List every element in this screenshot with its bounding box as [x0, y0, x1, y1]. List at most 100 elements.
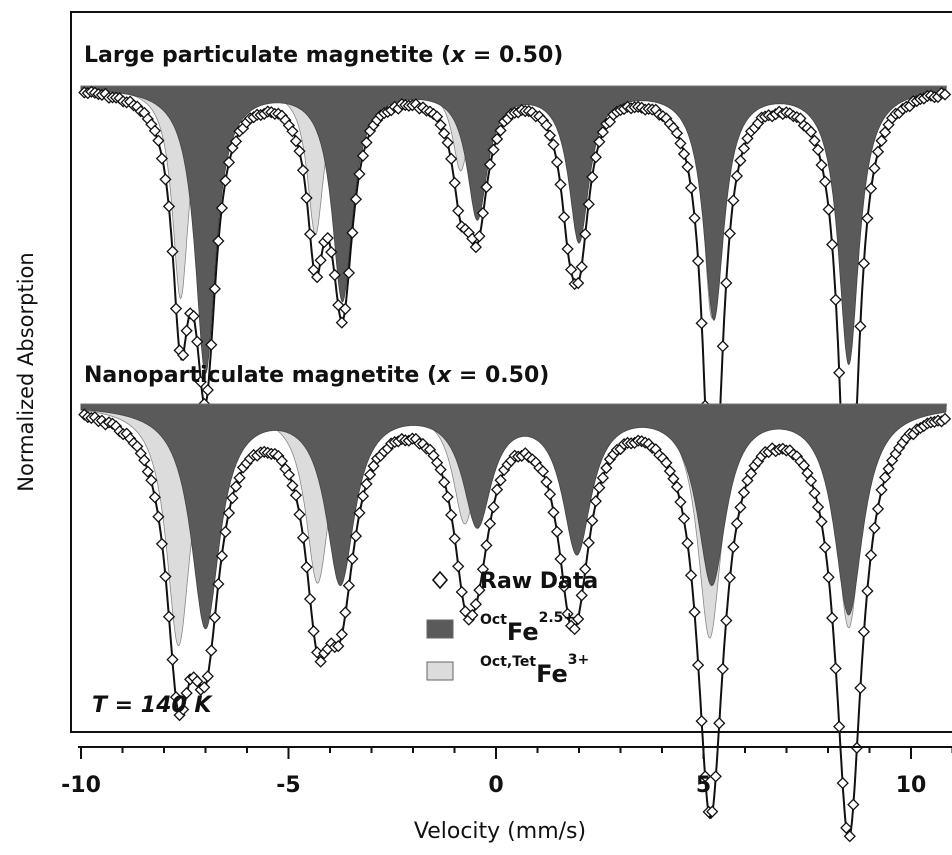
raw-data-point	[744, 467, 758, 480]
raw-data-point	[596, 126, 609, 139]
raw-data-point	[311, 270, 324, 284]
raw-data-point	[808, 487, 821, 500]
raw-data-point	[187, 310, 200, 323]
raw-data-point	[176, 703, 190, 716]
raw-data-point	[667, 472, 680, 485]
oct-fe25-component	[80, 85, 947, 375]
raw-data-point	[716, 340, 729, 353]
raw-data-point	[191, 335, 204, 348]
raw-data-point	[293, 145, 306, 158]
raw-data-point	[169, 691, 183, 704]
raw-data-point	[575, 589, 588, 602]
x-tick-label: 10	[896, 773, 927, 798]
raw-data-point	[720, 614, 733, 627]
raw-data-point	[826, 611, 839, 625]
raw-data-point	[335, 316, 348, 329]
raw-data-point	[229, 135, 243, 148]
raw-data-point	[586, 170, 599, 184]
raw-data-point	[198, 681, 211, 694]
raw-data-point	[706, 805, 719, 818]
raw-data-point	[483, 517, 497, 530]
raw-data-point	[275, 454, 288, 468]
raw-data-point	[208, 611, 221, 624]
raw-data-point	[455, 585, 468, 599]
raw-data-point	[452, 204, 465, 217]
raw-data-point	[871, 502, 885, 516]
raw-data-point	[561, 242, 574, 256]
raw-data-point	[857, 625, 871, 638]
raw-data-point	[677, 512, 691, 525]
raw-data-point	[480, 180, 493, 194]
raw-data-point	[572, 277, 585, 290]
raw-data-point	[159, 570, 172, 583]
raw-data-point	[713, 717, 726, 730]
raw-data-point	[836, 776, 849, 790]
panel-title-prefix: Nanoparticulate magnetite (	[84, 363, 437, 388]
raw-data-point	[356, 149, 370, 162]
raw-data-point	[543, 488, 557, 501]
raw-data-point	[430, 110, 444, 123]
raw-data-point	[833, 720, 846, 733]
raw-data-point	[282, 468, 296, 481]
raw-data-point	[222, 506, 236, 520]
raw-data-point	[871, 145, 885, 158]
spectrum-panel-1: Large particulate magnetite (x = 0.50)	[78, 43, 952, 577]
raw-data-point	[141, 465, 154, 478]
raw-data-point	[854, 320, 867, 333]
raw-data-point	[737, 486, 751, 499]
raw-data-point	[148, 124, 161, 137]
raw-data-point	[695, 317, 708, 330]
raw-data-point	[688, 211, 701, 225]
raw-data-point	[300, 191, 313, 205]
raw-data-point	[882, 462, 895, 475]
raw-data-point	[833, 366, 846, 379]
raw-data-point	[864, 549, 878, 562]
raw-data-point	[677, 147, 691, 161]
raw-data-point	[296, 164, 310, 177]
panel-title-suffix: = 0.50)	[451, 363, 549, 388]
raw-data-point	[579, 563, 592, 576]
raw-data-point	[550, 525, 564, 538]
legend-main: Fe	[536, 660, 568, 688]
raw-data-point	[670, 127, 684, 140]
raw-data-point	[438, 127, 451, 140]
raw-data-point	[575, 260, 588, 273]
raw-data-point	[215, 201, 229, 215]
raw-data-point	[829, 293, 842, 306]
raw-data-point	[166, 653, 179, 666]
raw-data-point	[180, 686, 193, 700]
raw-data-point	[349, 193, 363, 206]
raw-data-point	[342, 266, 356, 280]
raw-data-point	[734, 154, 747, 167]
raw-data-point	[212, 577, 225, 591]
raw-data-point	[804, 125, 818, 138]
raw-data-point	[878, 471, 892, 484]
raw-data-point	[723, 571, 736, 584]
raw-data-point	[311, 646, 324, 659]
raw-data-point	[469, 598, 482, 611]
raw-data-point	[494, 124, 507, 137]
raw-data-point	[205, 338, 218, 351]
raw-data-point	[219, 174, 232, 187]
raw-data-points	[78, 85, 952, 574]
raw-data-point	[208, 282, 221, 295]
x-tick-label: -5	[276, 773, 300, 798]
raw-data-point	[293, 508, 306, 521]
raw-data-point	[861, 212, 874, 225]
panel-title-prefix: Large particulate magnetite (	[84, 43, 451, 68]
raw-data-point	[564, 263, 578, 276]
raw-data-point	[162, 200, 176, 213]
raw-data-point	[152, 134, 165, 147]
raw-data-point	[148, 491, 161, 504]
raw-data-point	[222, 156, 236, 169]
plot-frame	[70, 11, 952, 733]
oct-fe25-component	[80, 403, 947, 630]
legend-raw-data-marker	[431, 570, 449, 590]
raw-data-point	[737, 142, 751, 155]
raw-data-point	[332, 640, 345, 653]
raw-data-point	[818, 175, 832, 188]
raw-data-point	[303, 228, 317, 241]
raw-data-point	[226, 491, 239, 505]
legend-sup-pre: Oct,Tet	[480, 654, 536, 670]
raw-data-point	[815, 515, 828, 528]
